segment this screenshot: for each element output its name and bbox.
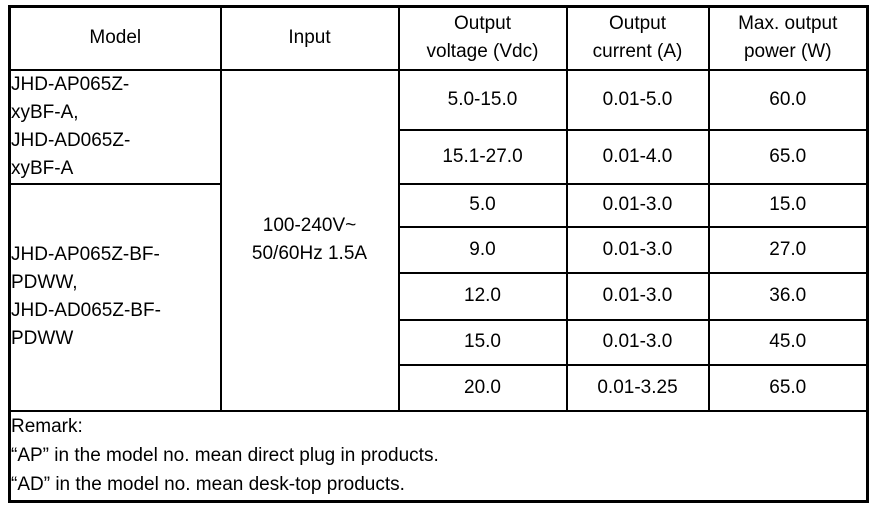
- table-row: 12.0 0.01-3.0 36.0: [10, 271, 869, 321]
- table-row: JHD-AP065Z-BF- PDWW, JHD-AD065Z-BF- PDWW…: [8, 182, 869, 412]
- table-row: 9.0 0.01-3.0 27.0: [10, 225, 869, 274]
- power-spec-table: Model Input Output voltage (Vdc) Output …: [8, 5, 869, 503]
- column-header-output-current: Output current (A): [565, 5, 710, 71]
- output-current-cell: 0.01-4.0: [565, 128, 710, 185]
- output-voltage-cell: 20.0: [397, 363, 568, 412]
- column-header-max-output-power: Max. output power (W): [707, 5, 869, 71]
- table-row: 15.1-27.0 0.01-4.0 65.0: [10, 128, 869, 185]
- model-group-1-cell: JHD-AP065Z- xyBF-A, JHD-AD065Z- xyBF-A: [8, 68, 222, 185]
- max-power-cell: 15.0: [707, 182, 869, 228]
- output-current-cell: 0.01-3.0: [565, 271, 710, 321]
- table-row: JHD-AP065Z- xyBF-A, JHD-AD065Z- xyBF-A 1…: [8, 68, 869, 412]
- header-row: Model Input Output voltage (Vdc) Output …: [8, 5, 869, 71]
- table-row: 20.0 0.01-3.25 65.0: [10, 363, 869, 412]
- output-voltage-cell: 5.0-15.0: [397, 68, 568, 131]
- max-power-cell: 60.0: [707, 68, 869, 131]
- output-current-cell: 0.01-3.0: [565, 182, 710, 228]
- max-power-cell: 65.0: [707, 363, 869, 412]
- remark-title: Remark:: [11, 415, 83, 437]
- output-voltage-cell: 9.0: [397, 225, 568, 274]
- output-current-cell: 0.01-3.25: [565, 363, 710, 412]
- max-power-cell: 45.0: [707, 318, 869, 366]
- remark-line-ap: “AP” in the model no. mean direct plug i…: [11, 444, 439, 466]
- output-voltage-cell: 12.0: [397, 271, 568, 321]
- remark-row: Remark: “AP” in the model no. mean direc…: [8, 409, 869, 503]
- max-power-cell: 36.0: [707, 271, 869, 321]
- table-row: 15.0 0.01-3.0 45.0: [10, 318, 869, 366]
- input-value-cell: 100-240V~ 50/60Hz 1.5A: [219, 68, 400, 412]
- model-group-2-cell: JHD-AP065Z-BF- PDWW, JHD-AD065Z-BF- PDWW: [8, 182, 222, 412]
- column-header-input: Input: [219, 5, 400, 71]
- output-voltage-cell: 5.0: [397, 182, 568, 228]
- output-current-cell: 0.01-3.0: [565, 225, 710, 274]
- column-header-model: Model: [8, 5, 222, 71]
- output-current-cell: 0.01-3.0: [565, 318, 710, 366]
- remark-cell: Remark: “AP” in the model no. mean direc…: [8, 409, 869, 503]
- remark-line-ad: “AD” in the model no. mean desk-top prod…: [11, 473, 405, 495]
- max-power-cell: 65.0: [707, 128, 869, 185]
- output-voltage-cell: 15.0: [397, 318, 568, 366]
- max-power-cell: 27.0: [707, 225, 869, 274]
- output-voltage-cell: 15.1-27.0: [397, 128, 568, 185]
- column-header-output-voltage: Output voltage (Vdc): [397, 5, 568, 71]
- output-current-cell: 0.01-5.0: [565, 68, 710, 131]
